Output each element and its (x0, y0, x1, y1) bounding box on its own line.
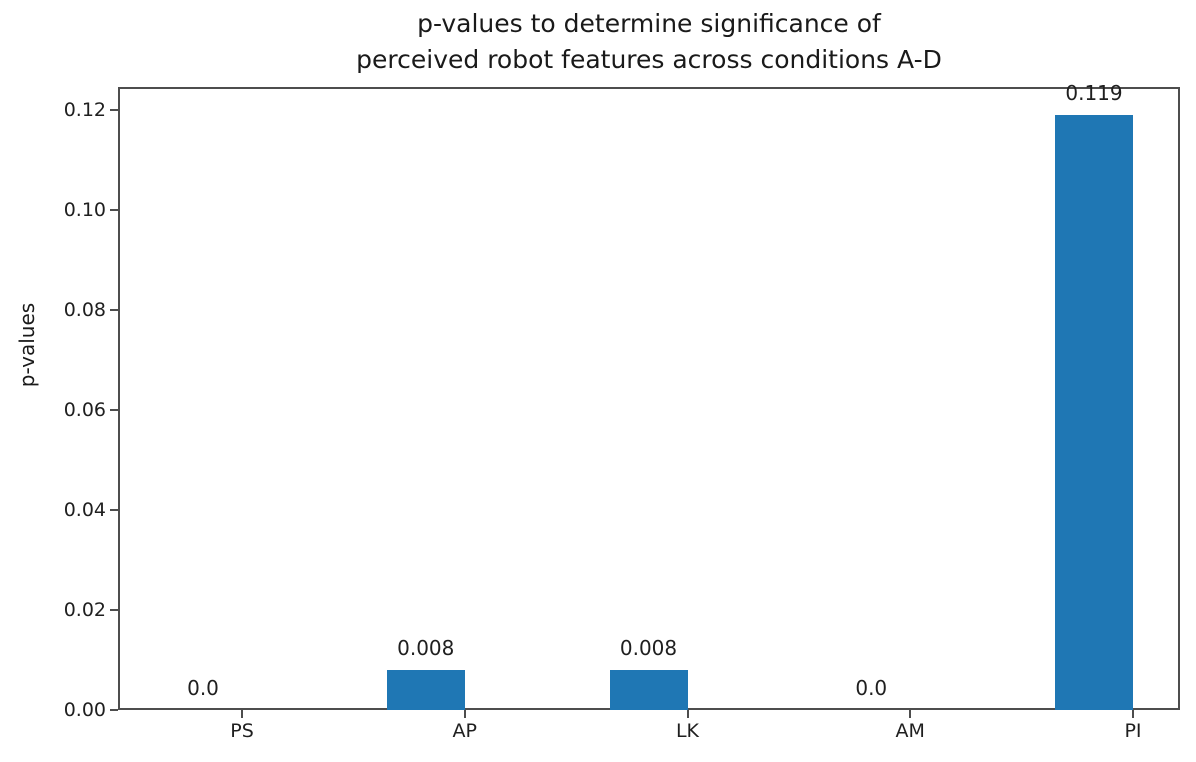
y-tick-label: 0.10 (63, 199, 106, 221)
bar (1055, 115, 1133, 710)
x-tick-label: PS (230, 720, 254, 742)
bar-value-label: 0.008 (397, 636, 455, 660)
y-tick-label: 0.02 (63, 599, 106, 621)
y-tick-mark (110, 509, 118, 511)
x-tick-label: AP (452, 720, 477, 742)
x-tick-label: LK (675, 720, 700, 742)
y-tick-label: 0.04 (63, 499, 106, 521)
x-tick-mark (909, 710, 912, 718)
chart-title: p-values to determine significance of pe… (356, 9, 942, 75)
x-tick-mark (241, 710, 243, 718)
x-tick-mark (463, 710, 466, 718)
y-tick-label: 0.12 (63, 99, 106, 121)
y-tick-label: 0.06 (63, 399, 106, 421)
y-tick-mark (110, 609, 118, 611)
bar-value-label: 0.0 (855, 676, 888, 700)
bar (609, 670, 688, 710)
y-tick-label: 0.08 (63, 299, 106, 321)
x-tick-mark (686, 710, 689, 718)
bar (386, 670, 465, 710)
y-tick-mark (110, 109, 118, 111)
bar-value-label: 0.008 (619, 636, 678, 660)
x-tick-label: PI (1124, 720, 1142, 742)
y-tick-mark (110, 209, 118, 211)
x-tick-mark (1132, 710, 1134, 718)
plot-area: 0.0 PS 0.008 AP 0.008 LK 0.0 AM 0.119 PI 0.00 0.02 0… (64, 81, 1180, 742)
bar-value-label: 0.119 (1065, 81, 1123, 105)
y-tick-mark (110, 309, 118, 311)
y-tick-mark (110, 709, 118, 711)
bar-value-label: 0.0 (187, 676, 219, 700)
y-tick-mark (110, 409, 118, 411)
x-tick-label: AM (895, 720, 925, 742)
y-tick-label: 0.00 (63, 699, 106, 721)
axes-frame (118, 87, 1180, 710)
